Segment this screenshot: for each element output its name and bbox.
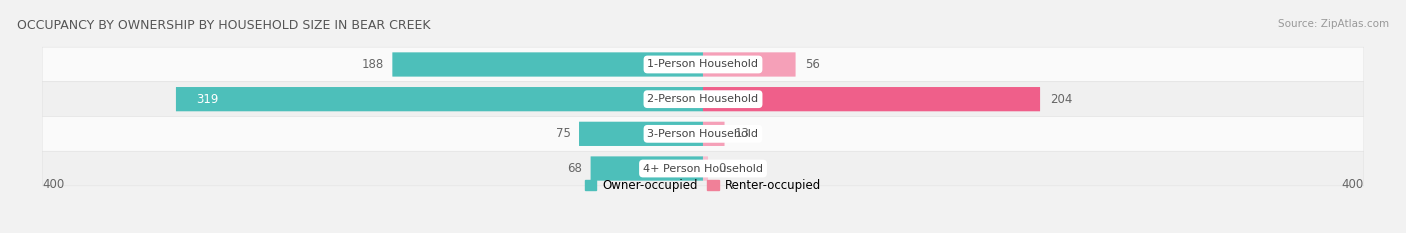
Text: 0: 0	[718, 162, 725, 175]
Text: 400: 400	[42, 178, 65, 191]
FancyBboxPatch shape	[703, 52, 796, 77]
FancyBboxPatch shape	[42, 47, 1364, 82]
Text: 2-Person Household: 2-Person Household	[647, 94, 759, 104]
Text: OCCUPANCY BY OWNERSHIP BY HOUSEHOLD SIZE IN BEAR CREEK: OCCUPANCY BY OWNERSHIP BY HOUSEHOLD SIZE…	[17, 19, 430, 32]
Text: 188: 188	[361, 58, 384, 71]
Text: 204: 204	[1050, 93, 1073, 106]
Text: 3-Person Household: 3-Person Household	[648, 129, 758, 139]
Text: 1-Person Household: 1-Person Household	[648, 59, 758, 69]
Text: 13: 13	[734, 127, 749, 140]
Text: 4+ Person Household: 4+ Person Household	[643, 164, 763, 174]
FancyBboxPatch shape	[703, 87, 1040, 111]
FancyBboxPatch shape	[579, 122, 703, 146]
Text: 56: 56	[806, 58, 820, 71]
Text: 75: 75	[555, 127, 571, 140]
FancyBboxPatch shape	[392, 52, 703, 77]
Text: Source: ZipAtlas.com: Source: ZipAtlas.com	[1278, 19, 1389, 29]
Text: 319: 319	[195, 93, 218, 106]
Legend: Owner-occupied, Renter-occupied: Owner-occupied, Renter-occupied	[579, 175, 827, 197]
Text: 68: 68	[568, 162, 582, 175]
FancyBboxPatch shape	[176, 87, 703, 111]
Text: 400: 400	[1341, 178, 1364, 191]
FancyBboxPatch shape	[42, 151, 1364, 186]
FancyBboxPatch shape	[42, 82, 1364, 116]
FancyBboxPatch shape	[703, 156, 709, 181]
FancyBboxPatch shape	[591, 156, 703, 181]
FancyBboxPatch shape	[703, 122, 724, 146]
FancyBboxPatch shape	[42, 116, 1364, 151]
